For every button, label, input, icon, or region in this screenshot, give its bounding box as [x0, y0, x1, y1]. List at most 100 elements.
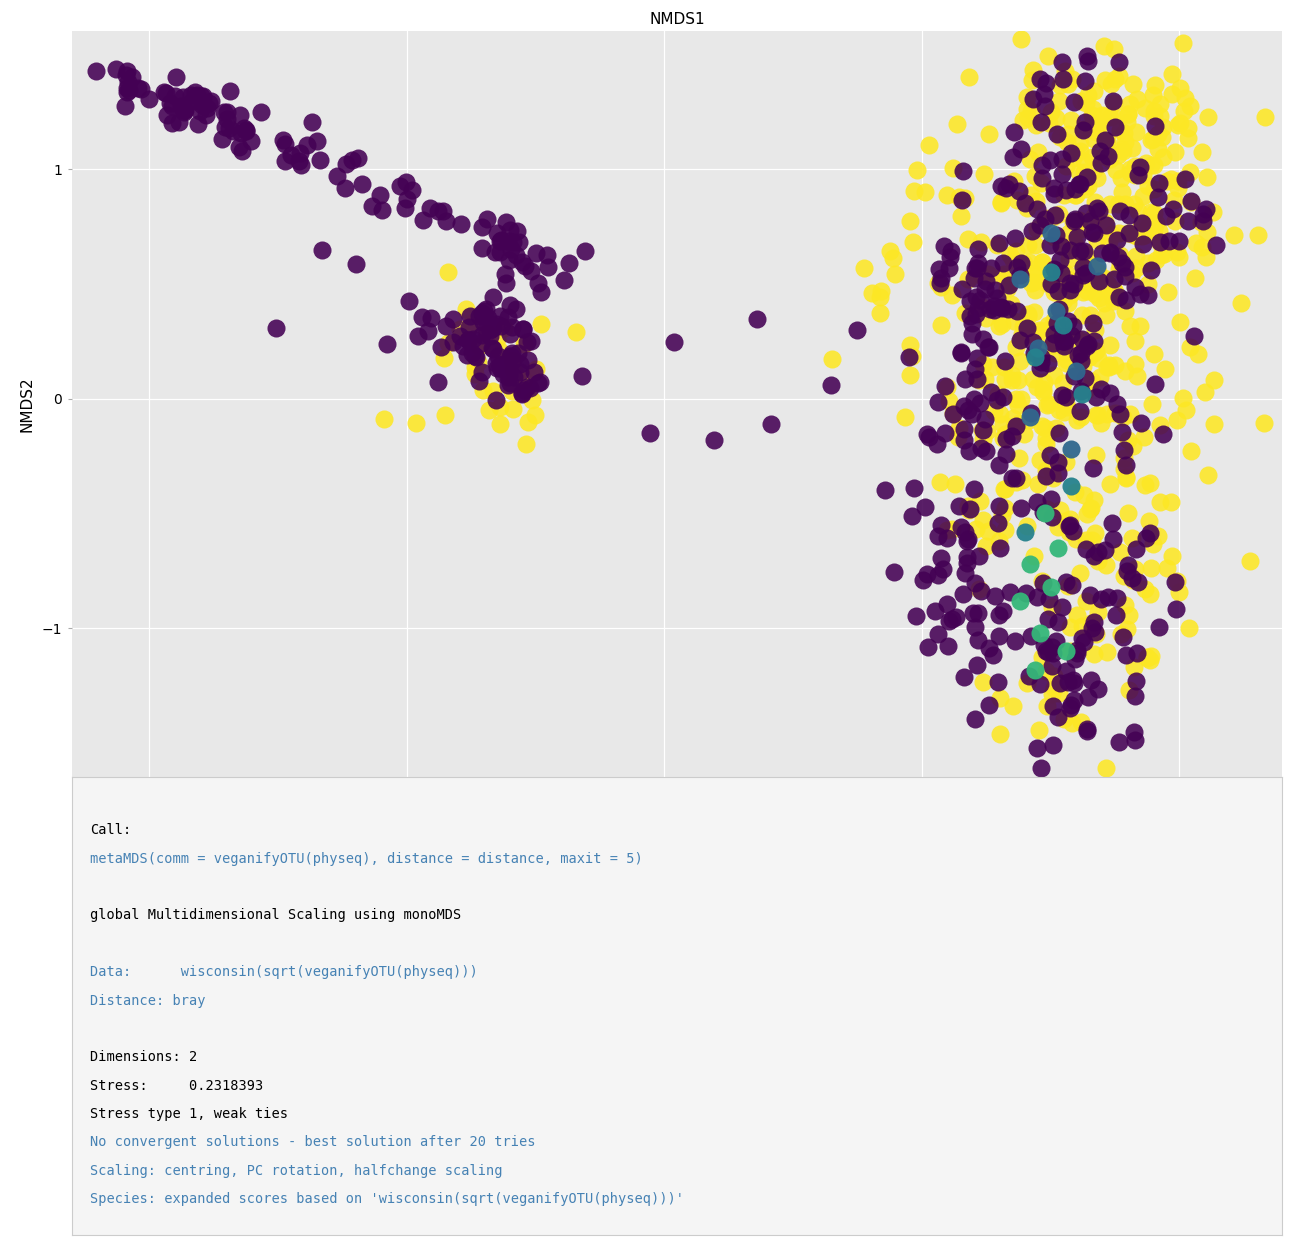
Point [1176, 400, 1197, 420]
Text: Stress:     0.2318393: Stress: 0.2318393 [90, 1078, 263, 1092]
Point [1134, 98, 1155, 118]
Point [1017, 515, 1038, 535]
Point [934, 236, 954, 256]
Point [1030, 673, 1051, 693]
Point [973, 420, 993, 440]
Point [505, 364, 526, 384]
Point [931, 315, 952, 335]
Point [1040, 234, 1061, 255]
Point [984, 586, 1005, 606]
Point [980, 298, 1001, 319]
Point [1108, 247, 1129, 267]
Point [519, 377, 540, 398]
Point [1126, 643, 1147, 663]
Point [427, 372, 448, 393]
Point [1034, 419, 1055, 439]
Point [482, 339, 503, 359]
Point [1073, 356, 1094, 376]
Point [950, 206, 971, 226]
Point [413, 209, 434, 229]
Point [530, 372, 551, 393]
Point [1017, 319, 1038, 339]
Point [990, 193, 1010, 213]
Point [1018, 108, 1039, 128]
Point [490, 355, 510, 375]
Point [1043, 735, 1064, 755]
Point [1013, 424, 1034, 444]
Point [1109, 245, 1130, 265]
Point [341, 149, 362, 169]
Point [1150, 415, 1170, 435]
Point [1085, 82, 1105, 102]
Point [1056, 157, 1077, 177]
Point [1095, 540, 1116, 561]
Point [1154, 243, 1174, 263]
Point [975, 535, 996, 556]
Point [1128, 166, 1148, 186]
Point [980, 258, 1001, 278]
Point [181, 92, 202, 112]
Point [1088, 271, 1109, 291]
Point [1040, 273, 1061, 293]
Point [1009, 351, 1030, 371]
Point [500, 240, 521, 260]
Point [983, 645, 1004, 665]
Point [1036, 395, 1057, 415]
Point [117, 71, 138, 92]
Point [1255, 107, 1276, 127]
Point [1126, 366, 1147, 386]
Point [1115, 123, 1135, 143]
Point [1152, 147, 1173, 167]
Point [906, 159, 927, 179]
Point [171, 95, 191, 115]
Point [1059, 522, 1079, 542]
Point [954, 396, 975, 416]
Point [957, 553, 978, 573]
Point [1125, 246, 1146, 266]
Point [437, 332, 458, 352]
Point [1006, 257, 1027, 277]
Point [1052, 326, 1073, 346]
Point [1042, 685, 1062, 705]
Point [1069, 401, 1090, 421]
Point [1043, 178, 1064, 198]
Point [1103, 93, 1124, 113]
Point [1112, 421, 1133, 441]
Point [514, 256, 535, 276]
Point [1177, 128, 1198, 148]
Point [1118, 204, 1139, 224]
Point [1164, 211, 1185, 231]
Point [1049, 673, 1070, 693]
Point [1150, 232, 1170, 252]
Point [1066, 359, 1087, 379]
Point [1168, 114, 1189, 134]
Point [474, 332, 495, 352]
Point [885, 263, 906, 283]
Point [574, 241, 595, 261]
X-axis label: NMDS1: NMDS1 [650, 808, 704, 823]
Point [996, 429, 1017, 449]
Point [928, 258, 949, 278]
Point [1100, 107, 1121, 127]
Point [988, 530, 1009, 551]
Point [1043, 678, 1064, 698]
Point [1167, 572, 1187, 592]
Point [1031, 321, 1052, 341]
Point [290, 143, 311, 163]
Point [988, 384, 1009, 404]
Point [155, 83, 176, 103]
Point [1078, 334, 1099, 354]
Point [1133, 187, 1154, 207]
Point [1031, 252, 1052, 272]
Point [1052, 69, 1073, 89]
Point [1030, 357, 1051, 377]
Point [1027, 142, 1048, 162]
Point [471, 325, 492, 345]
Point [967, 297, 988, 317]
Point [999, 174, 1019, 194]
Point [1081, 670, 1101, 690]
Point [1125, 331, 1146, 351]
Point [521, 331, 542, 351]
Point [1032, 337, 1053, 357]
Point [939, 391, 960, 411]
